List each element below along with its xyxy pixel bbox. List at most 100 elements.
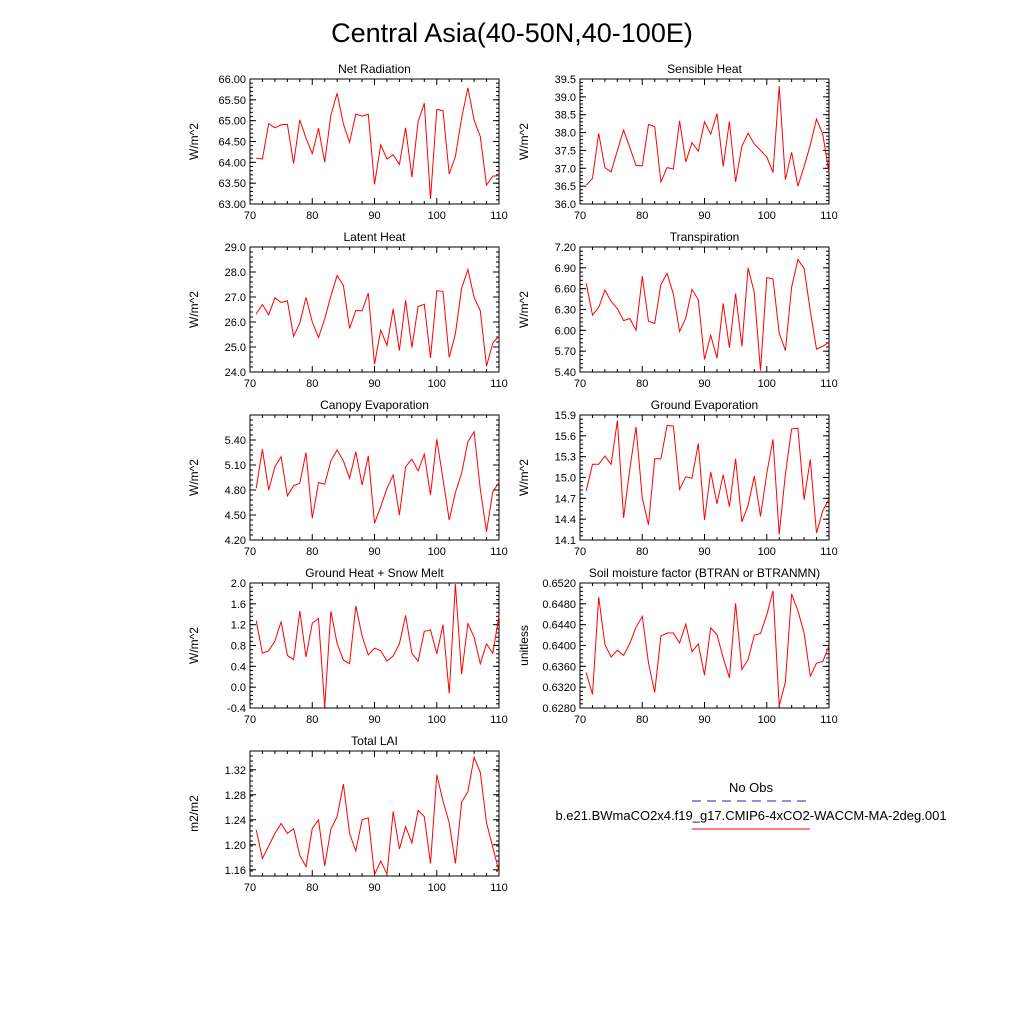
y-tick-label: 6.60: [555, 284, 576, 296]
chart-panel: Ground Evaporation W/m^2 70 80 90 100 110 14.1 1…: [517, 398, 838, 558]
y-tick-label: 64.50: [218, 137, 246, 149]
x-tick-label: 90: [698, 546, 710, 558]
y-tick-label: 36.5: [555, 181, 576, 193]
x-tick-label: 110: [820, 378, 838, 390]
chart-panel: Canopy Evaporation W/m^2 70 80 90 100 110 4.20 4…: [187, 398, 508, 558]
y-tick-label: 36.0: [555, 199, 576, 211]
x-tick-label: 100: [428, 378, 446, 390]
data-series-line: [585, 590, 830, 707]
legend-model-label: b.e21.BWmaCO2x4.f19_g17.CMIP6-4xCO2-WACC…: [555, 808, 946, 823]
y-tick-label: 29.0: [225, 242, 246, 254]
chart-title: Latent Heat: [343, 230, 406, 244]
x-tick-label: 90: [698, 210, 710, 222]
y-axis-label: W/m^2: [187, 291, 201, 328]
data-series-line: [255, 430, 500, 532]
x-tick-label: 90: [368, 714, 380, 726]
data-series-line: [585, 258, 830, 371]
y-tick-label: 1.2: [231, 620, 246, 632]
x-tick-label: 110: [820, 210, 838, 222]
y-tick-label: 15.3: [555, 452, 576, 464]
y-tick-label: -0.4: [227, 703, 246, 715]
y-tick-label: 0.6400: [542, 641, 576, 653]
x-tick-label: 100: [428, 882, 446, 894]
x-tick-label: 100: [758, 546, 776, 558]
y-tick-label: 2.0: [231, 578, 246, 590]
y-tick-label: 14.1: [555, 535, 576, 547]
chart-title: Transpiration: [670, 230, 740, 244]
chart-title: Ground Evaporation: [651, 398, 758, 412]
x-tick-label: 80: [306, 546, 318, 558]
y-tick-label: 1.16: [225, 865, 246, 877]
x-tick-label: 70: [244, 378, 256, 390]
y-tick-label: 5.40: [225, 435, 246, 447]
y-tick-label: 25.0: [225, 342, 246, 354]
chart-panel: Transpiration W/m^2 70 80 90 100 110 5.40 5.70 6.…: [517, 230, 838, 390]
y-tick-label: 64.00: [218, 157, 246, 169]
y-tick-label: 14.7: [555, 493, 576, 505]
chart-panel: Ground Heat + Snow Melt W/m^2 70 80 90 100 110…: [187, 566, 508, 726]
x-tick-label: 90: [368, 210, 380, 222]
y-tick-label: 6.00: [555, 325, 576, 337]
chart-panel: Total LAI m2/m2 70 80 90 100 110 1.16 1.20 1.24 1.…: [187, 734, 508, 894]
chart-panel: Latent Heat W/m^2 70 80 90 100 110 24.0 25.0 26.0…: [187, 230, 508, 390]
x-tick-label: 80: [306, 210, 318, 222]
y-tick-label: 39.0: [555, 92, 576, 104]
chart-title: Total LAI: [351, 734, 398, 748]
y-axis-label: unitless: [517, 625, 531, 666]
y-tick-label: 28.0: [225, 267, 246, 279]
panels: Net Radiation W/m^2 70 80 90 100 110 63.00 63.50…: [187, 62, 838, 894]
y-tick-label: 1.6: [231, 599, 246, 611]
y-tick-label: 4.80: [225, 485, 246, 497]
x-tick-label: 110: [820, 714, 838, 726]
y-tick-label: 0.6520: [542, 578, 576, 590]
chart-panel: Sensible Heat W/m^2 70 80 90 100 110 36.0 36.5 37…: [517, 62, 838, 222]
x-tick-label: 70: [574, 378, 586, 390]
y-axis-label: W/m^2: [517, 459, 531, 496]
x-tick-label: 80: [636, 714, 648, 726]
x-tick-label: 100: [758, 714, 776, 726]
chart-title: Soil moisture factor (BTRAN or BTRANMN): [589, 566, 820, 580]
y-tick-label: 0.4: [231, 661, 246, 673]
y-tick-label: 15.0: [555, 473, 576, 485]
y-axis-label: W/m^2: [187, 123, 201, 160]
y-tick-label: 0.8: [231, 641, 246, 653]
figure-title: Central Asia(40-50N,40-100E): [331, 18, 693, 48]
y-tick-label: 0.6480: [542, 599, 576, 611]
y-tick-label: 63.50: [218, 178, 246, 190]
x-tick-label: 80: [306, 882, 318, 894]
y-tick-label: 14.4: [555, 514, 576, 526]
data-series-line: [255, 755, 500, 877]
x-tick-label: 110: [490, 714, 508, 726]
y-tick-label: 24.0: [225, 367, 246, 379]
x-tick-label: 80: [636, 546, 648, 558]
x-tick-label: 80: [306, 378, 318, 390]
x-tick-label: 110: [490, 378, 508, 390]
y-tick-label: 27.0: [225, 292, 246, 304]
x-tick-label: 70: [574, 210, 586, 222]
y-axis-label: W/m^2: [517, 291, 531, 328]
legend: No Obs b.e21.BWmaCO2x4.f19_g17.CMIP6-4xC…: [555, 780, 947, 830]
y-tick-label: 65.00: [218, 116, 246, 128]
y-tick-label: 0.0: [231, 682, 246, 694]
y-tick-label: 1.20: [225, 840, 246, 852]
y-tick-label: 0.6280: [542, 703, 576, 715]
y-tick-label: 39.5: [555, 74, 576, 86]
x-tick-label: 70: [244, 714, 256, 726]
x-tick-label: 100: [428, 546, 446, 558]
y-tick-label: 66.00: [218, 74, 246, 86]
y-axis-label: W/m^2: [187, 459, 201, 496]
chart-title: Sensible Heat: [667, 62, 742, 76]
x-tick-label: 90: [698, 378, 710, 390]
chart-title: Canopy Evaporation: [320, 398, 429, 412]
y-tick-label: 1.24: [225, 815, 246, 827]
data-series-line: [255, 583, 500, 708]
x-tick-label: 110: [820, 546, 838, 558]
y-tick-label: 0.6440: [542, 620, 576, 632]
y-tick-label: 15.6: [555, 431, 576, 443]
y-axis-label: W/m^2: [517, 123, 531, 160]
y-tick-label: 7.20: [555, 242, 576, 254]
y-tick-label: 37.0: [555, 163, 576, 175]
y-tick-label: 4.20: [225, 535, 246, 547]
x-tick-label: 80: [636, 378, 648, 390]
